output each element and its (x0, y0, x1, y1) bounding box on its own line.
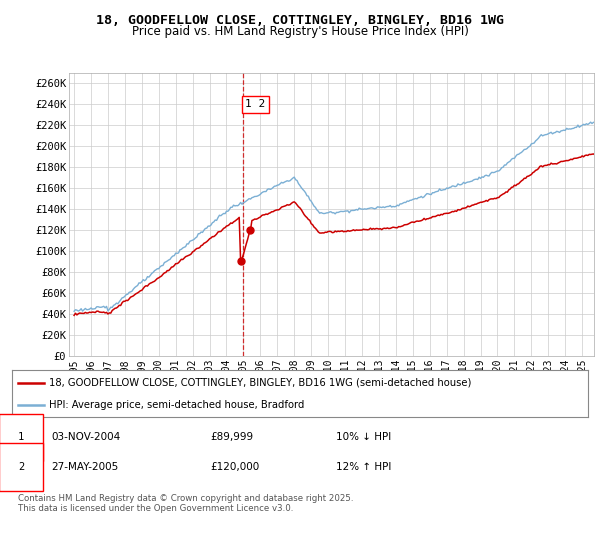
Text: Contains HM Land Registry data © Crown copyright and database right 2025.
This d: Contains HM Land Registry data © Crown c… (18, 494, 353, 514)
Text: 03-NOV-2004: 03-NOV-2004 (51, 432, 120, 442)
Text: Price paid vs. HM Land Registry's House Price Index (HPI): Price paid vs. HM Land Registry's House … (131, 25, 469, 38)
Text: £89,999: £89,999 (210, 432, 253, 442)
Text: 1: 1 (18, 432, 24, 442)
Text: £120,000: £120,000 (210, 462, 259, 472)
Text: 10% ↓ HPI: 10% ↓ HPI (336, 432, 391, 442)
Text: HPI: Average price, semi-detached house, Bradford: HPI: Average price, semi-detached house,… (49, 400, 305, 410)
Text: 27-MAY-2005: 27-MAY-2005 (51, 462, 118, 472)
Text: 18, GOODFELLOW CLOSE, COTTINGLEY, BINGLEY, BD16 1WG (semi-detached house): 18, GOODFELLOW CLOSE, COTTINGLEY, BINGLE… (49, 378, 472, 388)
Text: 2: 2 (18, 462, 24, 472)
Text: 12% ↑ HPI: 12% ↑ HPI (336, 462, 391, 472)
Text: 18, GOODFELLOW CLOSE, COTTINGLEY, BINGLEY, BD16 1WG: 18, GOODFELLOW CLOSE, COTTINGLEY, BINGLE… (96, 14, 504, 27)
Text: 1 2: 1 2 (245, 99, 265, 109)
